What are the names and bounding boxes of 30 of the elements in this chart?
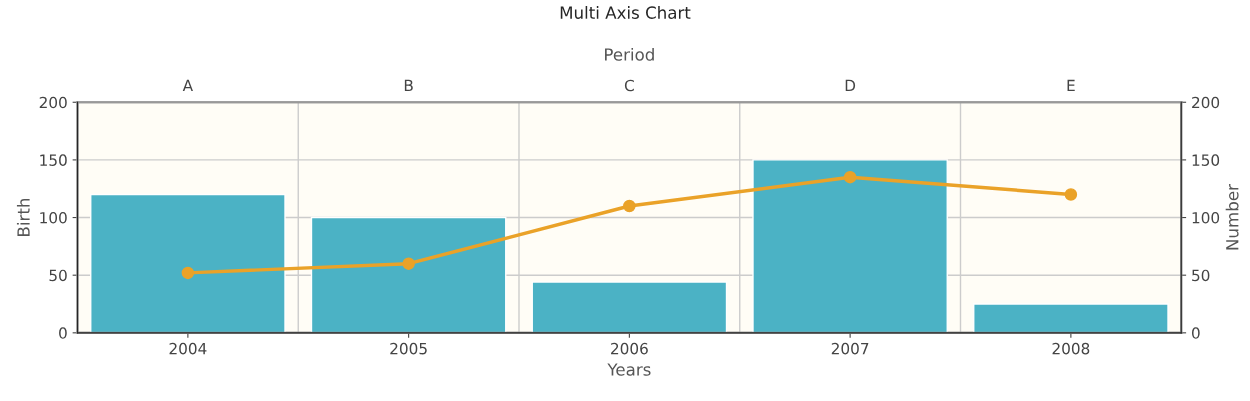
text: B <box>404 79 413 92</box>
text: A <box>182 79 193 92</box>
y2-tick-label: 200 <box>1192 96 1220 109</box>
y-tick-label: 50 <box>49 269 67 282</box>
y-tick-label: 0 <box>59 327 67 339</box>
y-axis-title: Birth <box>16 198 30 236</box>
x-tick-label: 2005 <box>390 342 427 355</box>
y2-tick-label: 50 <box>1192 269 1210 282</box>
y2-axis-title: Number <box>1225 184 1239 250</box>
x-tick-label: 2007 <box>831 342 869 355</box>
y-tick-label: 200 <box>39 96 67 109</box>
point <box>1064 188 1078 201</box>
x-tick-label: 2008 <box>1052 342 1090 355</box>
point <box>623 199 636 213</box>
chart-title: Multi Axis Chart <box>560 6 691 19</box>
point <box>843 170 857 184</box>
y2-tick-label: 150 <box>1192 154 1220 166</box>
x-tick-label: 2006 <box>611 342 648 355</box>
y2-tick-label: 0 <box>1191 327 1200 339</box>
point <box>181 266 195 280</box>
text: D <box>845 79 856 92</box>
y-tick-label: 100 <box>40 212 67 224</box>
x-tick-label: 2004 <box>169 342 207 355</box>
point <box>402 257 415 270</box>
text: C <box>624 79 634 92</box>
x-axis-title: Years <box>607 363 651 376</box>
y2-tick-label: 100 <box>1192 212 1220 224</box>
x2-axis-title: Period <box>605 47 654 61</box>
y-tick-label: 150 <box>40 154 67 166</box>
text: E <box>1067 79 1075 92</box>
